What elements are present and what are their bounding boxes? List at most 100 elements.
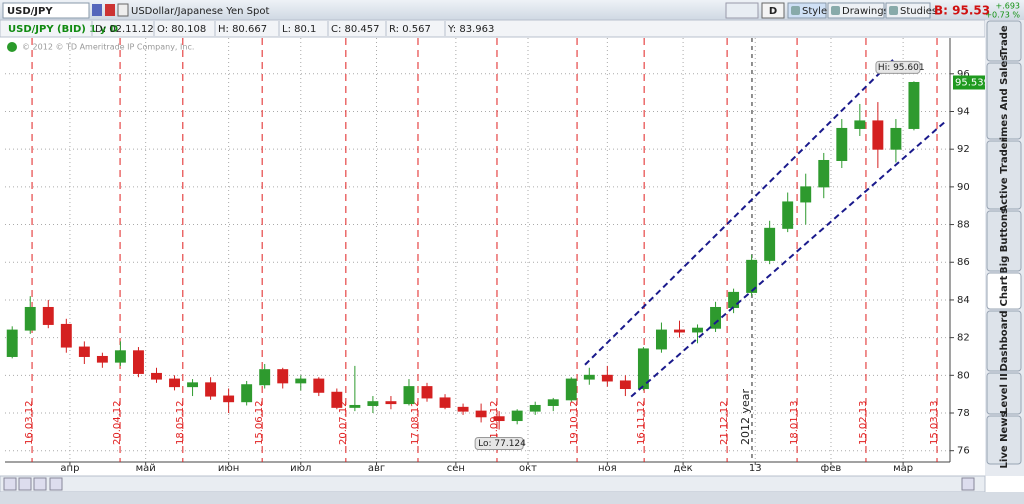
candle-body — [96, 355, 108, 363]
zoom-out[interactable] — [3, 477, 17, 491]
candle-body — [854, 120, 866, 129]
y-tick-label: 94 — [957, 106, 970, 117]
candle-body — [529, 404, 541, 412]
toolbar-button-icon — [889, 6, 898, 15]
toolbar-button-label: Studies — [900, 6, 937, 17]
tool-button[interactable] — [725, 2, 759, 19]
candle-body — [241, 384, 253, 403]
candle-body — [547, 399, 559, 406]
watermark: © 2012 © TD Ameritrade IP Company, Inc. — [22, 43, 194, 52]
candle-body — [637, 348, 649, 390]
toolbar-button[interactable] — [827, 2, 885, 19]
candle-body — [800, 186, 812, 203]
icon[interactable] — [117, 3, 129, 17]
expiration-label: 16.03.12 — [24, 400, 35, 445]
zoom-fit[interactable] — [33, 477, 47, 491]
candle-body — [836, 127, 848, 161]
y-tick-label: 82 — [957, 333, 970, 344]
info-field: Y: 83.963 — [447, 24, 494, 35]
candle-body — [223, 395, 235, 403]
y-tick-label: 84 — [957, 295, 970, 306]
candle-body — [439, 397, 451, 408]
candle-body — [187, 382, 199, 388]
period-button[interactable] — [761, 2, 785, 19]
y-tick-label: 76 — [957, 446, 970, 457]
info-field: L: 80.1 — [282, 24, 316, 35]
side-tab-label: Times And Sales — [999, 55, 1010, 148]
scroll-left[interactable] — [49, 477, 63, 491]
candle-body — [403, 386, 415, 405]
candle-body — [872, 120, 884, 150]
candle-body — [619, 380, 631, 390]
candle-body — [818, 159, 830, 188]
info-field: H: 80.667 — [218, 24, 267, 35]
expiration-label: 19.10.12 — [569, 400, 580, 445]
toolbar-buttons: Style Drawings Studies — [787, 2, 937, 19]
candle-body — [565, 378, 577, 401]
side-tab-label: Active Trader — [999, 137, 1010, 212]
bottom-bar — [0, 475, 986, 493]
candle-body — [367, 401, 379, 406]
y-tick-label: 86 — [957, 257, 970, 268]
side-tab[interactable] — [986, 62, 1022, 140]
icon[interactable] — [105, 4, 115, 16]
low-label: Lo: 77.124 — [478, 439, 526, 449]
side-tab[interactable] — [986, 415, 1022, 465]
toolbar-button-icon — [791, 6, 800, 15]
y-tick-label: 90 — [957, 182, 970, 193]
candle-body — [764, 227, 776, 261]
symbol: USD/JPY — [7, 6, 53, 17]
candle-body — [421, 386, 433, 399]
side-tab[interactable] — [986, 310, 1022, 372]
change: +.693 — [995, 2, 1020, 11]
x-tick-label: мар — [893, 463, 913, 474]
candle-body — [313, 378, 325, 393]
candle-body — [205, 382, 217, 397]
expiration-label: 21.12.12 — [719, 400, 730, 445]
candle-body — [457, 406, 469, 412]
candle-body — [78, 346, 90, 357]
candle-body — [259, 369, 271, 386]
info-title: USD/JPY (BID) 1 y D — [8, 24, 118, 35]
info-field: R: 0.567 — [389, 24, 431, 35]
price-axis — [950, 38, 985, 474]
x-tick-label: фев — [821, 463, 842, 474]
candle-body — [674, 329, 685, 333]
zoom-in[interactable] — [18, 477, 32, 491]
y-tick-label: 92 — [957, 144, 970, 155]
info-fields: D: 02.11.12 O: 80.108 H: 80.667 L: 80.1 C: 8… — [91, 21, 494, 36]
last-price-badge — [953, 75, 987, 90]
expiration-label: 15.06.12 — [254, 400, 265, 445]
side-tab[interactable] — [986, 20, 1022, 62]
x-tick-label: авг — [368, 463, 385, 474]
symbol-input[interactable] — [2, 2, 90, 19]
side-tab[interactable] — [986, 140, 1022, 210]
candle-body — [601, 374, 613, 382]
candle-body — [385, 401, 397, 405]
low-label-box — [474, 437, 524, 451]
change-pct: +0.73 % — [985, 11, 1020, 20]
candle-body — [277, 369, 289, 384]
x-tick-label: май — [136, 463, 156, 474]
side-tab[interactable] — [986, 372, 1022, 415]
bid-price: B: 95.53 — [934, 4, 990, 18]
candle-body — [728, 291, 740, 308]
candle-body — [169, 378, 180, 388]
period-label: D — [769, 6, 777, 17]
side-tab[interactable] — [986, 272, 1022, 310]
expiration-label: 16.11.12 — [636, 400, 647, 445]
side-tab[interactable] — [986, 210, 1022, 272]
y-tick-label: 80 — [957, 370, 970, 381]
expiration-label: 20.04.12 — [112, 400, 123, 445]
trend-channel — [630, 121, 946, 398]
expiration-label: 18.01.13 — [789, 400, 800, 445]
x-tick-label: 13 — [749, 463, 762, 474]
candle-body — [42, 306, 54, 325]
high-label-box — [875, 60, 921, 74]
candle-body — [746, 259, 758, 293]
candle-body — [908, 81, 920, 129]
candle-body — [114, 350, 126, 363]
scroll-right[interactable] — [961, 477, 975, 491]
icon[interactable] — [92, 4, 102, 16]
